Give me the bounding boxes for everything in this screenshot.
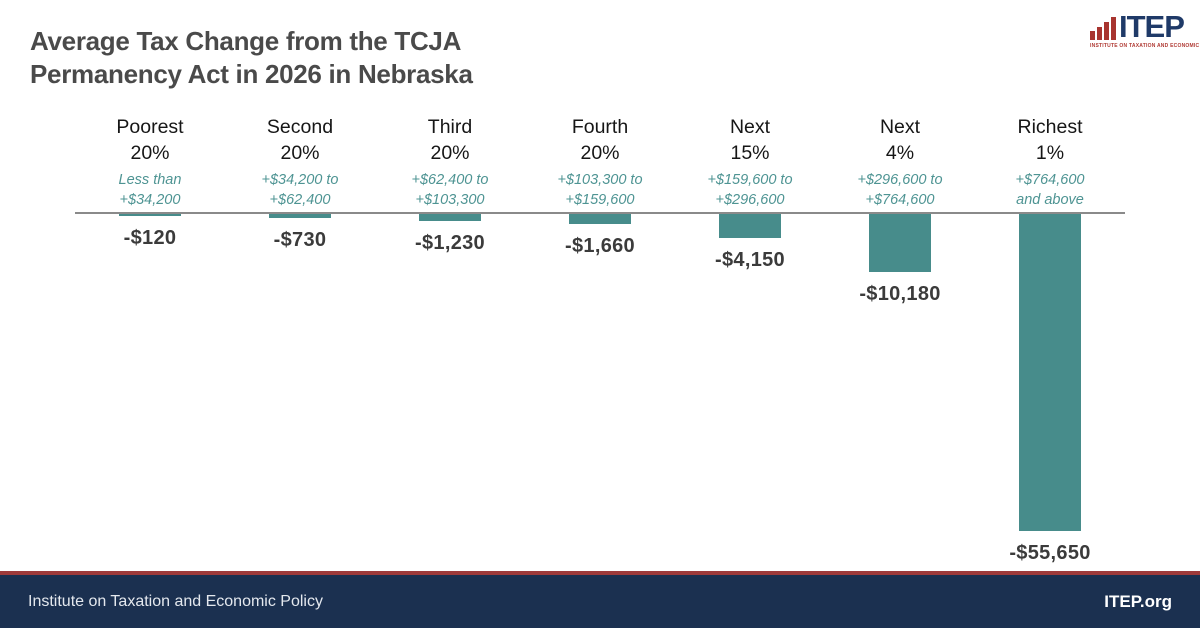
chart-column-next-15: Next 15% +$159,600 to +$296,600 -$4,150 — [675, 110, 825, 565]
bar-poorest-20 — [119, 214, 181, 216]
value-label-next-15: -$4,150 — [715, 248, 785, 271]
bar-chart: Poorest 20% Less than +$34,200 -$120 Second 20… — [75, 110, 1125, 570]
bar-next-4 — [869, 214, 931, 272]
chart-columns: Poorest 20% Less than +$34,200 -$120 Second 20… — [75, 110, 1125, 565]
logo-bar-chart-icon — [1090, 17, 1116, 42]
income-range-next-4: +$296,600 to +$764,600 — [857, 172, 943, 208]
group-label-third-20: Third 20% — [427, 116, 473, 164]
bar-third-20 — [419, 214, 481, 221]
chart-column-poorest-20: Poorest 20% Less than +$34,200 -$120 — [75, 110, 225, 565]
income-range-second-20: +$34,200 to +$62,400 — [261, 172, 339, 208]
bar-stack-fourth-20: -$1,660 — [525, 214, 675, 258]
bar-stack-next-15: -$4,150 — [675, 214, 825, 272]
chart-column-third-20: Third 20% +$62,400 to +$103,300 -$1,230 — [375, 110, 525, 565]
bar-stack-third-20: -$1,230 — [375, 214, 525, 255]
chart-title: Average Tax Change from the TCJA Permanen… — [30, 25, 473, 91]
bar-stack-second-20: -$730 — [225, 214, 375, 252]
chart-column-next-4: Next 4% +$296,600 to +$764,600 -$10,180 — [825, 110, 975, 565]
income-range-fourth-20: +$103,300 to +$159,600 — [557, 172, 643, 208]
group-label-next-15: Next 15% — [729, 116, 771, 164]
footer-site-link[interactable]: ITEP.org — [1104, 591, 1172, 611]
group-label-next-4: Next 4% — [879, 116, 921, 164]
income-range-next-15: +$159,600 to +$296,600 — [707, 172, 793, 208]
bar-next-15 — [719, 214, 781, 238]
chart-title-line2: Permanency Act in 2026 in Nebraska — [30, 59, 473, 89]
value-label-fourth-20: -$1,660 — [565, 234, 635, 257]
footer-org-name: Institute on Taxation and Economic Polic… — [28, 592, 323, 610]
bar-second-20 — [269, 214, 331, 219]
chart-column-second-20: Second 20% +$34,200 to +$62,400 -$730 — [225, 110, 375, 565]
value-label-third-20: -$1,230 — [415, 232, 485, 254]
logo-wordmark: ITEP — [1119, 9, 1185, 44]
logo-tagline: INSTITUTE ON TAXATION AND ECONOMIC POLIC… — [1090, 43, 1200, 49]
value-label-poorest-20: -$120 — [123, 227, 177, 249]
value-label-second-20: -$730 — [273, 229, 327, 252]
group-label-second-20: Second 20% — [266, 116, 334, 164]
itep-logo: ITEP INSTITUTE ON TAXATION AND ECONOMIC … — [1090, 9, 1200, 49]
bar-fourth-20 — [569, 214, 631, 224]
income-range-third-20: +$62,400 to +$103,300 — [411, 172, 489, 208]
chart-title-line1: Average Tax Change from the TCJA — [30, 26, 462, 56]
chart-column-richest-1: Richest 1% +$764,600 and above -$55,650 — [975, 110, 1125, 565]
income-range-richest-1: +$764,600 and above — [1015, 172, 1085, 208]
bar-stack-next-4: -$10,180 — [825, 214, 975, 306]
group-label-fourth-20: Fourth 20% — [571, 116, 629, 164]
income-range-poorest-20: Less than +$34,200 — [118, 172, 182, 208]
group-label-poorest-20: Poorest 20% — [116, 116, 184, 164]
group-label-richest-1: Richest 1% — [1017, 116, 1083, 164]
zero-axis-line — [75, 212, 1125, 214]
value-label-richest-1: -$55,650 — [1009, 542, 1091, 564]
value-label-next-4: -$10,180 — [859, 283, 941, 305]
bar-stack-poorest-20: -$120 — [75, 214, 225, 250]
footer-bar: Institute on Taxation and Economic Polic… — [0, 571, 1200, 628]
bar-stack-richest-1: -$55,650 — [975, 214, 1125, 565]
chart-column-fourth-20: Fourth 20% +$103,300 to +$159,600 -$1,660 — [525, 110, 675, 565]
bar-richest-1 — [1019, 214, 1081, 531]
